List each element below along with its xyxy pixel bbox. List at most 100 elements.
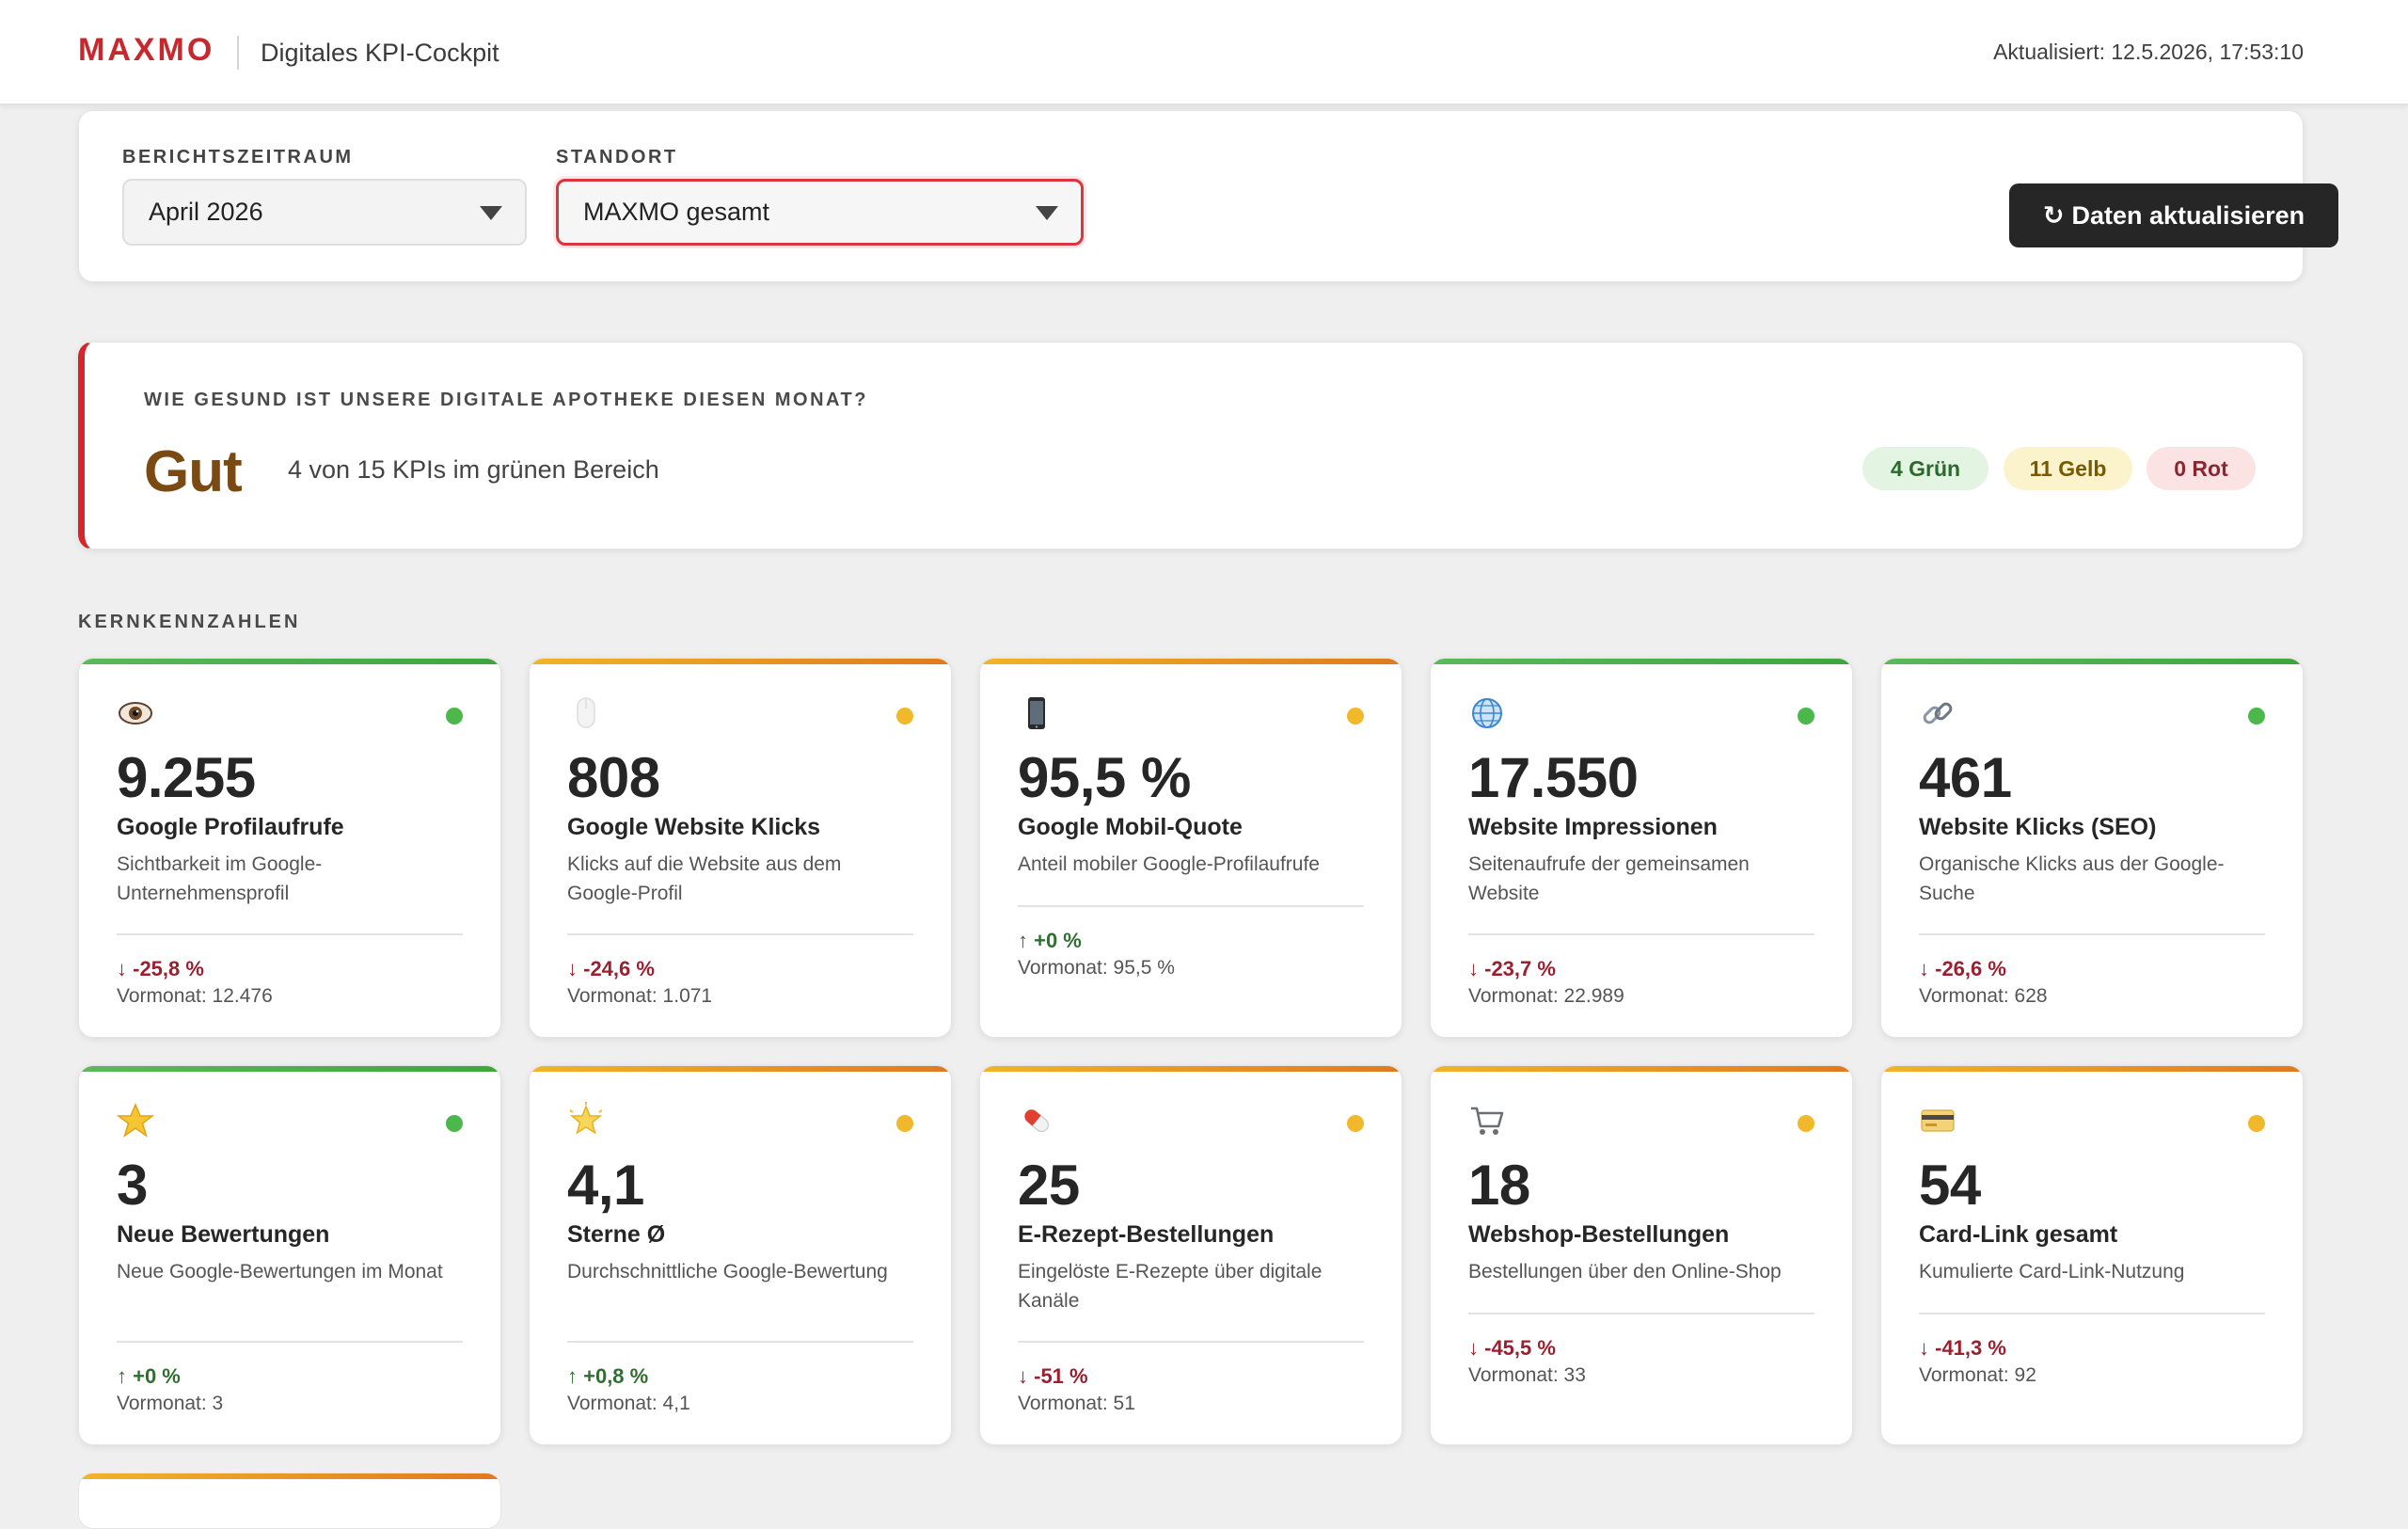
divider [567,933,913,935]
divider [1018,905,1364,907]
kpi-value: 808 [567,746,660,809]
kpi-card-partial[interactable] [78,1473,501,1529]
status-dot [896,708,913,725]
period-select[interactable]: April 2026 [122,179,527,246]
period-label: BERICHTSZEITRAUM [122,147,354,167]
divider [117,1341,463,1343]
status-bar [79,659,500,664]
kpi-delta: ↓ -26,6 % [1919,957,2006,980]
kpi-card[interactable]: 461 Website Klicks (SEO) Organische Klicks… [1880,658,2304,1038]
status-bar [980,1066,1402,1072]
mobile-phone-icon [1018,694,1055,732]
kpi-delta: ↑ +0 % [1018,929,1082,952]
brand-divider [237,36,239,70]
credit-card-icon [1919,1102,1956,1139]
status-bar [1431,659,1852,664]
status-dot [896,1115,913,1132]
kpi-card[interactable]: 3 Neue Bewertungen Neue Google-Bewertungen… [78,1065,501,1445]
kpi-previous-month: Vormonat: 1.071 [567,985,713,1007]
period-value: April 2026 [149,198,263,226]
health-grade: Gut [144,439,243,504]
status-bar [79,1066,500,1072]
brand-logo[interactable]: MAXMO [78,32,215,68]
red-count-badge: 0 Rot [2147,447,2256,490]
kpi-card[interactable]: 95,5 % Google Mobil-Quote Anteil mobiler G… [979,658,1402,1038]
status-dot [1347,1115,1364,1132]
top-bar: MAXMO Digitales KPI-Cockpit Aktualisiert… [0,0,2408,105]
kpi-description: Organische Klicks aus der Google-Suche [1919,853,2225,904]
kpi-description: Neue Google-Bewertungen im Monat [117,1261,443,1282]
kpi-previous-month: Vormonat: 628 [1919,985,2048,1007]
kpi-card[interactable]: 17.550 Website Impressionen Seitenaufrufe … [1430,658,1853,1038]
kpi-previous-month: Vormonat: 95,5 % [1018,957,1175,979]
kpi-card[interactable]: 25 E-Rezept-Bestellungen Eingelöste E-Reze… [979,1065,1402,1445]
app-title: Digitales KPI-Cockpit [261,39,499,67]
kpi-delta: ↓ -41,3 % [1919,1336,2006,1360]
glowing-star-icon [567,1102,605,1139]
kpi-name: Webshop-Bestellungen [1468,1221,1730,1248]
status-bar [980,659,1402,664]
kpi-previous-month: Vormonat: 92 [1919,1364,2036,1386]
kpi-value: 95,5 % [1018,746,1191,809]
kpi-description: Eingelöste E-Rezepte über digitale Kanäl… [1018,1261,1323,1312]
kpi-description: Kumulierte Card-Link-Nutzung [1919,1261,2185,1282]
kpi-value: 9.255 [117,746,256,809]
location-label: STANDORT [556,147,678,167]
kpi-name: Website Impressionen [1468,814,1718,840]
location-select[interactable]: MAXMO gesamt [556,179,1084,246]
refresh-icon: ↻ [2042,201,2065,230]
kpi-name: E-Rezept-Bestellungen [1018,1221,1275,1248]
kpi-value: 461 [1919,746,2012,809]
kpi-value: 17.550 [1468,746,1639,809]
divider [117,933,463,935]
kpi-delta: ↑ +0,8 % [567,1364,649,1388]
kpi-card[interactable]: 808 Google Website Klicks Klicks auf die W… [529,658,952,1038]
kpi-card[interactable]: 54 Card-Link gesamt Kumulierte Card-Link-N… [1880,1065,2304,1445]
status-dot [1798,708,1814,725]
divider [1018,1341,1364,1343]
kpi-delta: ↓ -25,8 % [117,957,204,980]
kpi-description: Durchschnittliche Google-Bewertung [567,1261,888,1282]
location-value: MAXMO gesamt [583,198,770,226]
section-title: KERNKENNZAHLEN [78,612,301,632]
kpi-delta: ↓ -23,7 % [1468,957,1556,980]
filter-panel: BERICHTSZEITRAUM April 2026 STANDORT MAX… [78,110,2338,282]
green-count-badge: 4 Grün [1862,447,1988,490]
kpi-value: 4,1 [567,1154,644,1217]
kpi-description: Sichtbarkeit im Google-Unternehmensprofi… [117,853,323,904]
kpi-card[interactable]: 4,1 Sterne Ø Durchschnittliche Google-Bewe… [529,1065,952,1445]
divider [1919,1313,2265,1314]
status-dot [446,708,463,725]
status-bar [79,1473,500,1479]
refresh-data-button[interactable]: ↻ Daten aktualisieren [2009,183,2338,247]
kpi-delta: ↓ -24,6 % [567,957,655,980]
kpi-previous-month: Vormonat: 33 [1468,1364,1586,1386]
divider [567,1341,913,1343]
kpi-delta: ↓ -51 % [1018,1364,1088,1388]
divider [1468,933,1814,935]
kpi-name: Google Website Klicks [567,814,821,840]
kpi-name: Google Profilaufrufe [117,814,344,840]
kpi-name: Google Mobil-Quote [1018,814,1243,840]
health-description: 4 von 15 KPIs im grünen Bereich [288,455,659,484]
kpi-previous-month: Vormonat: 12.476 [117,985,273,1007]
status-dot [2248,1115,2265,1132]
kpi-description: Seitenaufrufe der gemeinsamen Website [1468,853,1750,904]
kpi-name: Website Klicks (SEO) [1919,814,2157,840]
health-question: WIE GESUND IST UNSERE DIGITALE APOTHEKE … [144,390,868,410]
kpi-card[interactable]: 18 Webshop-Bestellungen Bestellungen über … [1430,1065,1853,1445]
kpi-previous-month: Vormonat: 51 [1018,1393,1135,1414]
kpi-name: Sterne Ø [567,1221,666,1248]
kpi-value: 3 [117,1154,148,1217]
link-icon [1919,694,1956,732]
last-updated: Aktualisiert: 12.5.2026, 17:53:10 [1993,40,2304,64]
kpi-previous-month: Vormonat: 22.989 [1468,985,1624,1007]
kpi-description: Bestellungen über den Online-Shop [1468,1261,1782,1282]
kpi-delta: ↓ -45,5 % [1468,1336,1556,1360]
kpi-card[interactable]: 9.255 Google Profilaufrufe Sichtbarkeit im… [78,658,501,1038]
status-dot [446,1115,463,1132]
pill-icon [1018,1102,1055,1139]
kpi-previous-month: Vormonat: 3 [117,1393,224,1414]
kpi-previous-month: Vormonat: 4,1 [567,1393,690,1414]
yellow-count-badge: 11 Gelb [2004,447,2132,490]
